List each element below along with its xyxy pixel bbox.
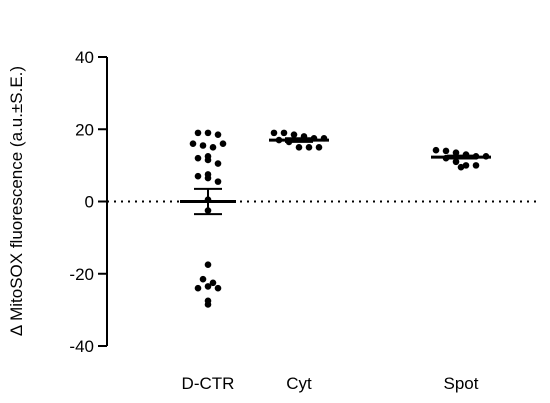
data-point (457, 163, 465, 171)
data-point (305, 144, 313, 151)
x-category-label: Cyt (286, 374, 312, 393)
data-point (199, 142, 207, 149)
data-point (452, 158, 460, 166)
axes: 40 20 0 -20 -40 D-CTR Cyt Spot (69, 48, 540, 393)
y-tick-label: -20 (69, 265, 94, 284)
data-point (290, 131, 298, 138)
data-point (204, 156, 212, 164)
data-point (209, 279, 217, 287)
data-point (462, 162, 470, 169)
y-tick-label: -40 (69, 337, 94, 356)
data-point (214, 284, 222, 292)
group-spot (431, 146, 491, 171)
data-point (199, 275, 207, 283)
data-point (315, 144, 323, 151)
data-point (189, 140, 197, 147)
data-point (214, 131, 222, 138)
data-point (204, 283, 212, 290)
y-tick-label: 0 (85, 193, 94, 212)
data-point (452, 149, 460, 157)
data-point (194, 284, 202, 292)
group-cyt (269, 129, 329, 151)
data-point (214, 160, 222, 167)
data-point (442, 147, 450, 155)
y-tick-label: 40 (75, 48, 94, 67)
data-point (194, 172, 202, 180)
data-point (295, 144, 303, 151)
data-point (204, 261, 212, 269)
data-point (472, 162, 480, 169)
x-category-label: Spot (444, 374, 479, 393)
data-point (432, 146, 440, 154)
chart-marks (180, 129, 491, 308)
x-category-label: D-CTR (182, 374, 235, 393)
group-d-ctr (180, 129, 236, 308)
data-point (270, 129, 278, 137)
data-point (219, 140, 227, 147)
data-point (204, 129, 212, 137)
data-point (214, 178, 222, 185)
y-tick-label: 20 (75, 120, 94, 139)
data-point (194, 129, 202, 137)
data-point (204, 301, 212, 308)
data-point (280, 129, 288, 137)
data-point (194, 154, 202, 162)
data-point (204, 174, 212, 182)
y-axis-title: Δ MitoSOX fluorescence (a.u.±S.E.) (7, 66, 26, 336)
data-point (209, 144, 217, 151)
